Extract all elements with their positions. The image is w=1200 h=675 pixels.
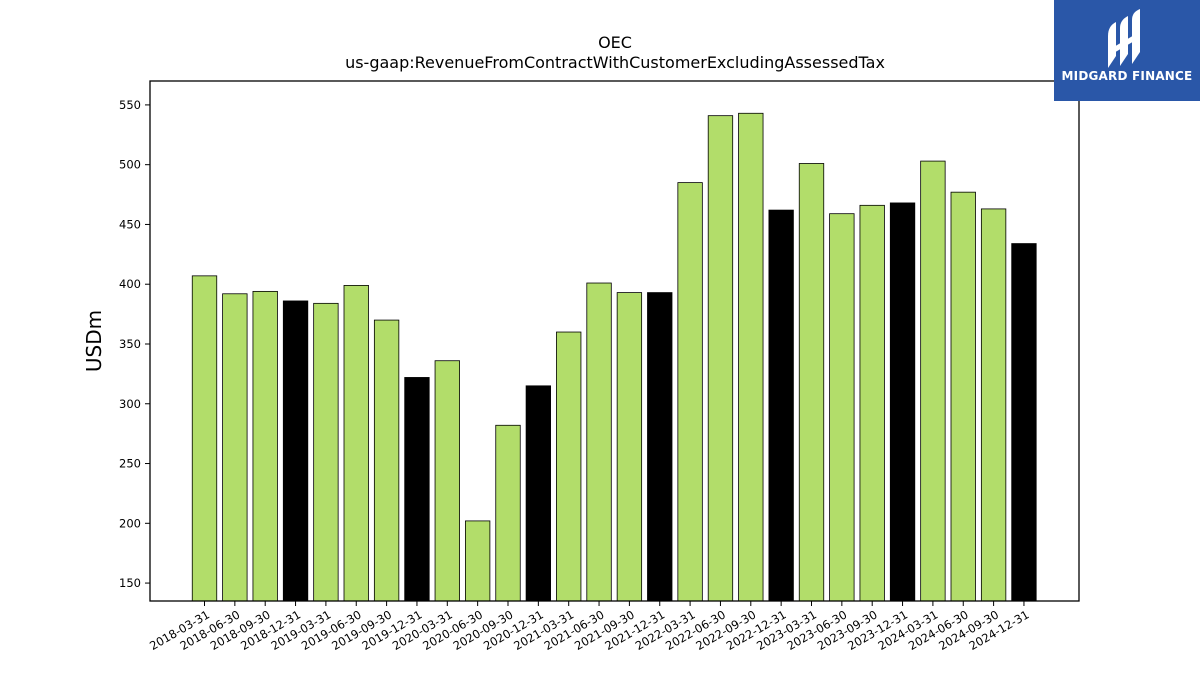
bar-2020-06-30 bbox=[464, 520, 491, 602]
bar-2024-12-31 bbox=[1011, 243, 1037, 602]
logo-text: MIDGARD FINANCE bbox=[1061, 69, 1193, 83]
bar-2019-12-31 bbox=[404, 377, 430, 602]
y-tick-label: 500 bbox=[119, 158, 141, 172]
bar-2020-09-30 bbox=[495, 424, 521, 602]
bar-2023-06-30 bbox=[829, 213, 855, 602]
x-axis-ticks: 2018-03-312018-06-302018-09-302018-12-31… bbox=[147, 601, 1031, 653]
y-tick-label: 550 bbox=[119, 98, 141, 112]
y-axis-ticks: 150 200 250 300 350 400 450 500 550 bbox=[119, 98, 150, 590]
bar-2018-12-31 bbox=[282, 300, 309, 602]
y-tick-label: 300 bbox=[119, 397, 141, 411]
y-tick-label: 350 bbox=[119, 337, 141, 351]
chart-title: OEC bbox=[598, 33, 632, 52]
y-tick-label: 400 bbox=[119, 277, 141, 291]
bar-2019-03-31 bbox=[313, 302, 339, 602]
bar-2019-09-30 bbox=[373, 319, 400, 602]
bar-2024-03-31 bbox=[920, 160, 946, 602]
bar-2018-09-30 bbox=[252, 290, 278, 602]
bar-2022-06-30 bbox=[707, 115, 734, 602]
chart-subtitle: us-gaap:RevenueFromContractWithCustomerE… bbox=[345, 53, 885, 72]
bar-2020-12-31 bbox=[525, 385, 551, 602]
y-tick-label: 450 bbox=[119, 217, 141, 231]
midgard-mark-icon bbox=[1108, 9, 1140, 68]
bar-2021-09-30 bbox=[616, 292, 643, 602]
bar-2024-06-30 bbox=[950, 191, 976, 602]
bar-2019-06-30 bbox=[343, 285, 369, 602]
bar-2022-09-30 bbox=[738, 112, 764, 602]
bar-2018-06-30 bbox=[222, 293, 248, 602]
bar-2021-03-31 bbox=[556, 331, 582, 602]
y-tick-label: 200 bbox=[119, 516, 141, 530]
bars-group bbox=[191, 112, 1037, 602]
midgard-finance-logo: MIDGARD FINANCE bbox=[1054, 0, 1200, 101]
bar-2020-03-31 bbox=[434, 360, 460, 602]
bar-2022-12-31 bbox=[768, 209, 794, 602]
plot-frame bbox=[149, 80, 1080, 602]
bar-2022-03-31 bbox=[677, 182, 703, 602]
y-tick-label: 250 bbox=[119, 457, 141, 471]
y-axis-label: USDm bbox=[82, 310, 106, 372]
bar-2023-09-30 bbox=[859, 204, 885, 602]
bar-2021-12-31 bbox=[647, 292, 673, 602]
bar-2023-12-31 bbox=[889, 202, 916, 602]
bar-2024-09-30 bbox=[980, 208, 1007, 602]
bar-2021-06-30 bbox=[586, 282, 612, 602]
bar-2018-03-31 bbox=[191, 275, 218, 602]
bar-2023-03-31 bbox=[798, 163, 825, 602]
y-tick-label: 150 bbox=[119, 576, 141, 590]
